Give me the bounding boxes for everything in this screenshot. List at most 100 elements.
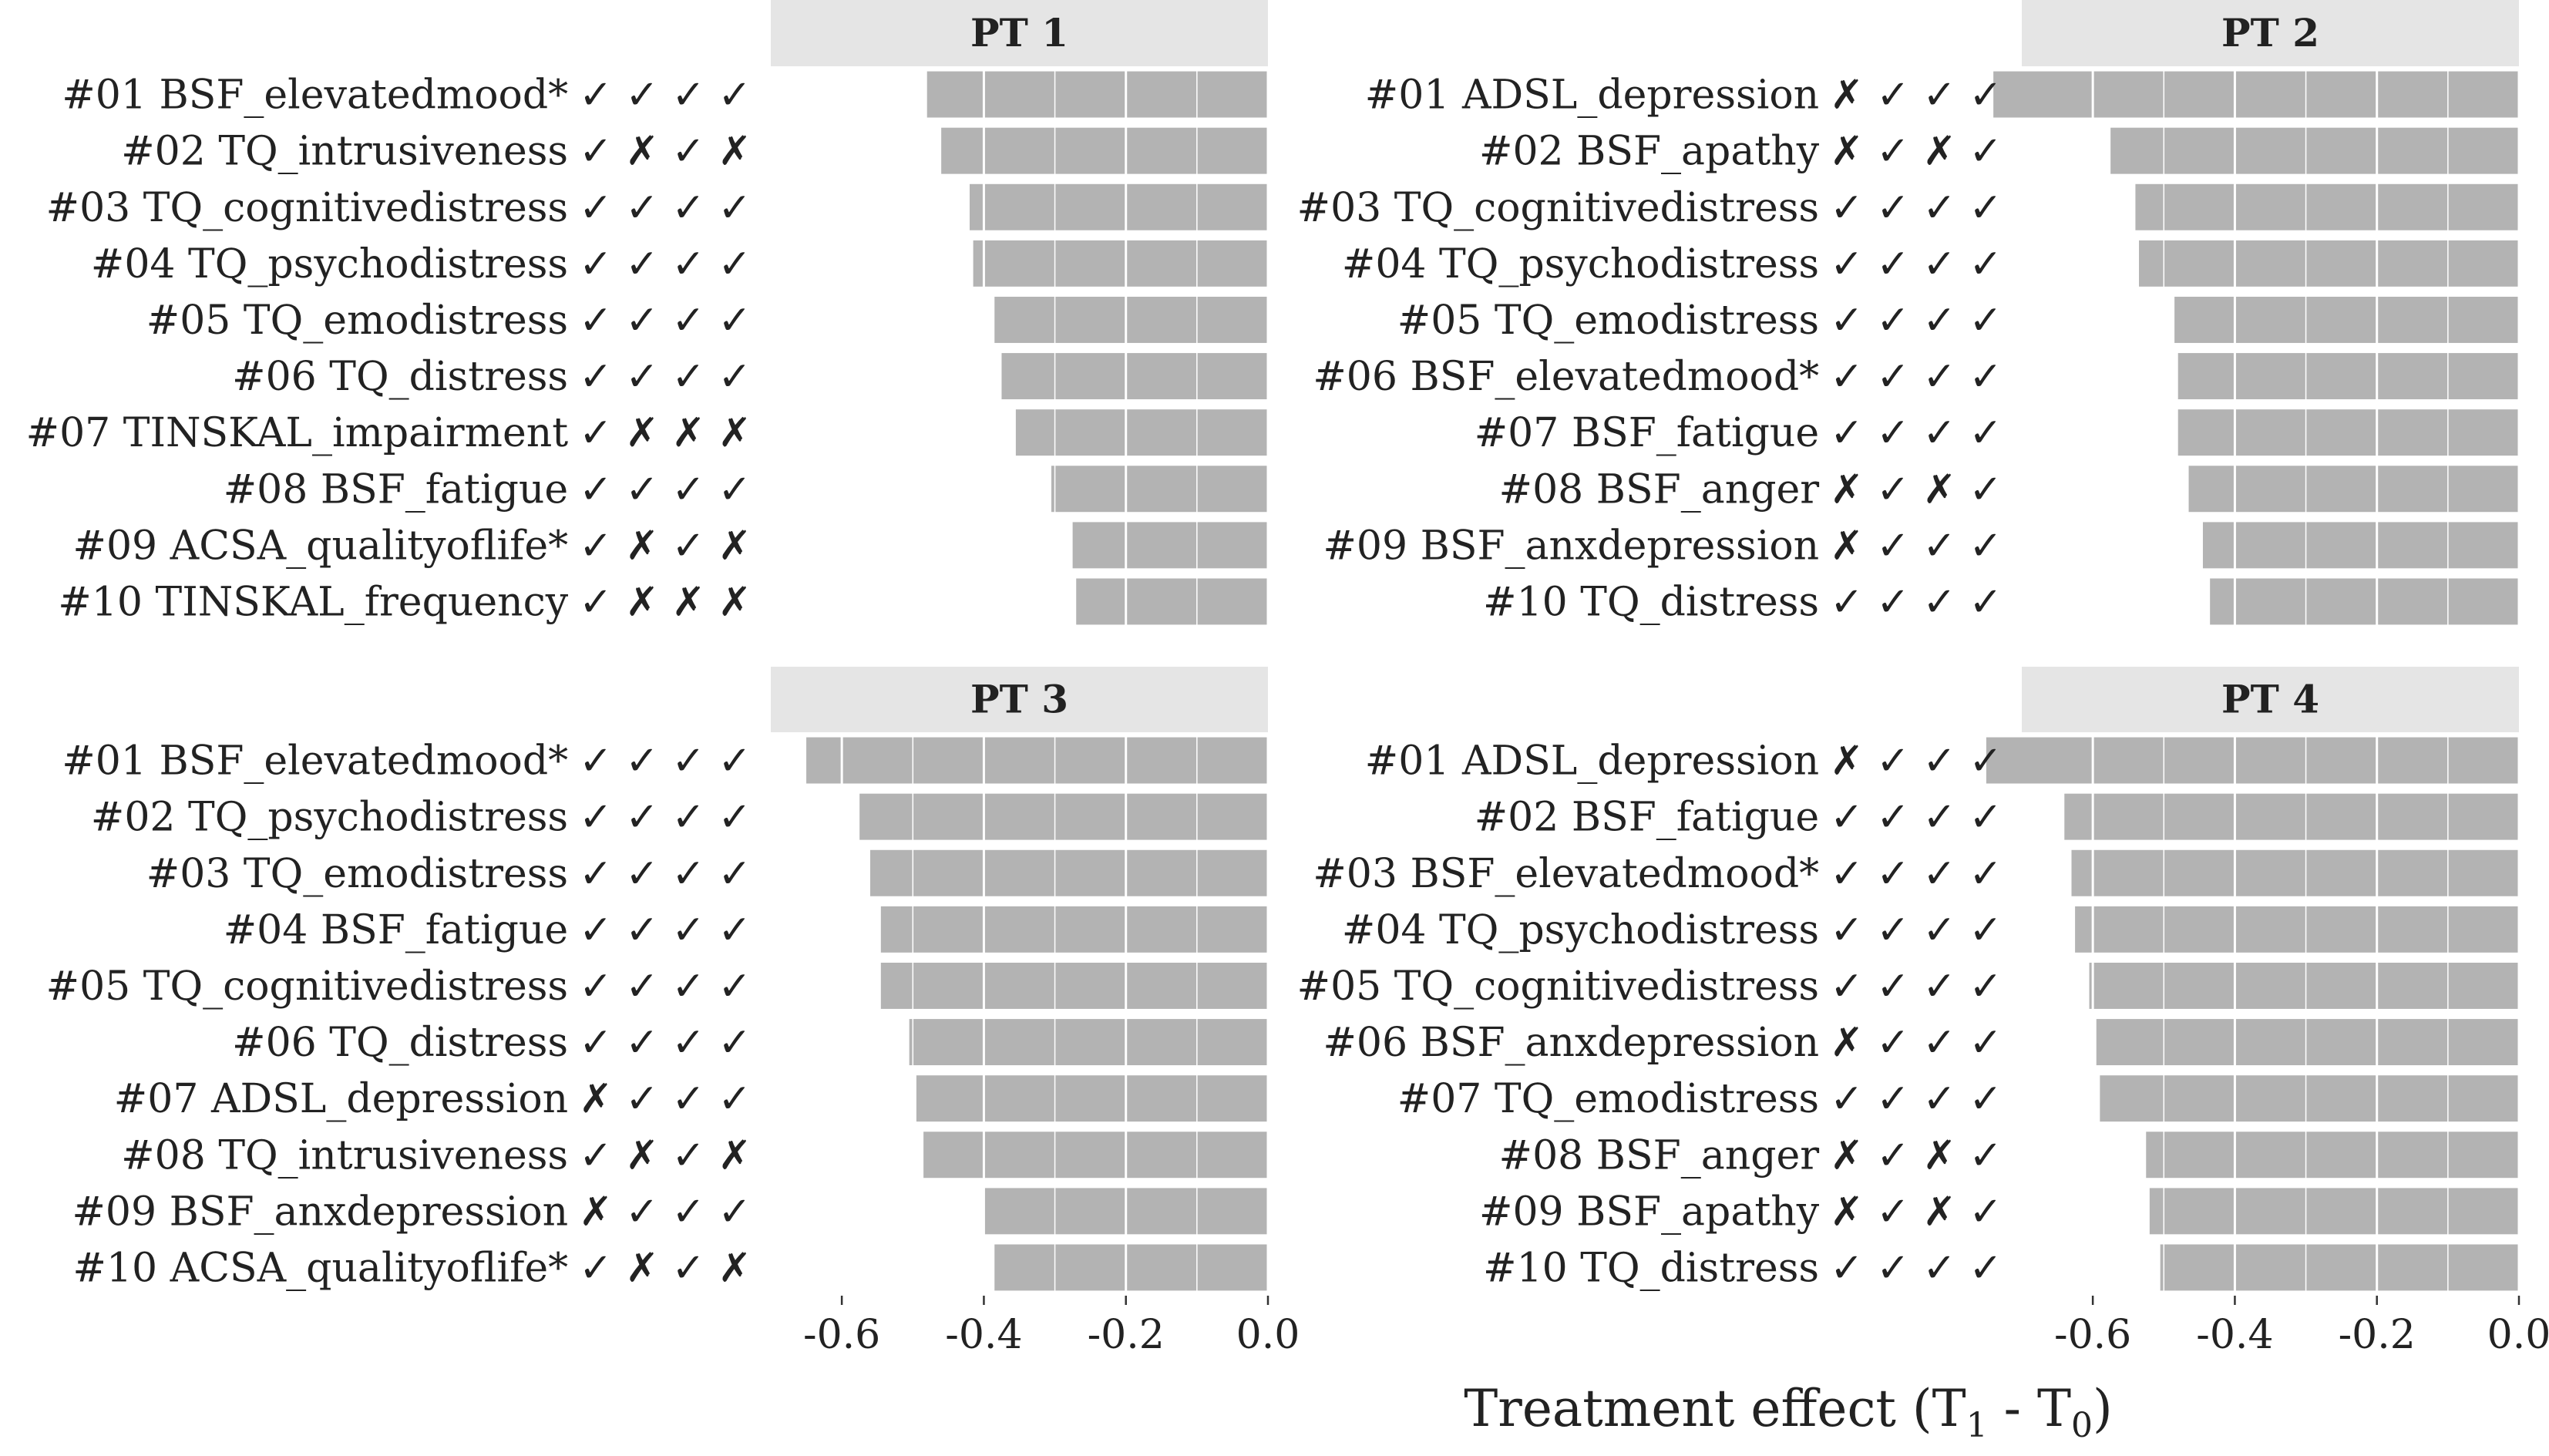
check-marks: ✓ ✓ ✓ ✓ <box>1830 410 2003 456</box>
row-label: #04 TQ_psychodistress ✓ ✓ ✓ ✓ <box>91 241 752 288</box>
bar <box>1986 737 2519 784</box>
variable-name: #08 BSF_anger <box>1499 466 1820 513</box>
row-label: #04 TQ_psychodistress ✓ ✓ ✓ ✓ <box>1342 907 2003 953</box>
check-marks: ✓ ✓ ✓ ✓ <box>1830 851 2003 897</box>
bar <box>2110 127 2519 174</box>
row-label: #02 BSF_fatigue ✓ ✓ ✓ ✓ <box>1475 795 2003 841</box>
bar <box>2075 906 2519 953</box>
row-label: #01 ADSL_depression ✗ ✓ ✓ ✓ <box>1365 72 2003 119</box>
bar <box>1001 353 1268 400</box>
bar <box>806 737 1268 784</box>
check-marks: ✓ ✓ ✓ ✓ <box>579 466 752 513</box>
variable-name: #08 BSF_fatigue <box>224 466 569 513</box>
check-marks: ✓ ✗ ✗ ✗ <box>579 410 752 456</box>
check-marks: ✗ ✓ ✗ ✓ <box>1830 1189 2003 1235</box>
row-label: #06 TQ_distress ✓ ✓ ✓ ✓ <box>232 1020 752 1066</box>
check-marks: ✓ ✓ ✓ ✓ <box>579 795 752 841</box>
bar <box>1015 409 1268 456</box>
check-marks: ✓ ✓ ✓ ✓ <box>1830 907 2003 953</box>
row-label: #06 TQ_distress ✓ ✓ ✓ ✓ <box>232 354 752 400</box>
row-label: #09 BSF_apathy ✗ ✓ ✗ ✓ <box>1479 1189 2003 1235</box>
check-marks: ✓ ✓ ✓ ✓ <box>579 851 752 897</box>
bar <box>2149 1188 2519 1235</box>
row-label: #04 TQ_psychodistress ✓ ✓ ✓ ✓ <box>1342 241 2003 288</box>
bar <box>2202 522 2519 569</box>
variable-name: #10 ACSA_qualityoflife* <box>72 1245 568 1291</box>
panel-strip <box>771 667 1268 732</box>
variable-name: #09 BSF_apathy <box>1479 1189 1820 1235</box>
row-label: #08 TQ_intrusiveness ✓ ✗ ✓ ✗ <box>121 1132 752 1179</box>
bar <box>2177 409 2519 456</box>
bar <box>994 296 1268 343</box>
check-marks: ✓ ✗ ✓ ✗ <box>579 523 752 569</box>
row-label: #03 TQ_cognitivedistress ✓ ✓ ✓ ✓ <box>1297 185 2003 231</box>
variable-name: #06 BSF_anxdepression <box>1323 1020 1819 1066</box>
row-label: #01 BSF_elevatedmood* ✓ ✓ ✓ ✓ <box>62 738 752 785</box>
check-marks: ✗ ✓ ✗ ✓ <box>1830 1132 2003 1179</box>
check-marks: ✓ ✓ ✓ ✓ <box>579 738 752 785</box>
check-marks: ✓ ✗ ✗ ✗ <box>579 579 752 625</box>
check-marks: ✓ ✓ ✓ ✓ <box>579 907 752 953</box>
row-label: #05 TQ_emodistress ✓ ✓ ✓ ✓ <box>1397 298 2003 344</box>
variable-name: #05 TQ_cognitivedistress <box>46 963 569 1010</box>
row-label: #01 ADSL_depression ✗ ✓ ✓ ✓ <box>1365 738 2003 785</box>
x-tick-label: 0.0 <box>2487 1312 2549 1358</box>
variable-name: #04 TQ_psychodistress <box>91 241 568 288</box>
variable-name: #02 BSF_fatigue <box>1475 795 1820 841</box>
variable-name: #05 TQ_emodistress <box>146 298 568 344</box>
variable-name: #04 TQ_psychodistress <box>1342 241 1819 288</box>
bar <box>909 1019 1268 1066</box>
x-tick-label: -0.2 <box>2339 1312 2416 1358</box>
variable-name: #04 TQ_psychodistress <box>1342 907 1819 953</box>
check-marks: ✓ ✓ ✓ ✓ <box>1830 298 2003 344</box>
row-label: #07 TQ_emodistress ✓ ✓ ✓ ✓ <box>1397 1076 2003 1122</box>
bar <box>2064 793 2519 840</box>
row-label: #09 BSF_anxdepression ✗ ✓ ✓ ✓ <box>1323 523 2003 569</box>
bar <box>859 793 1268 840</box>
row-label: #08 BSF_anger ✗ ✓ ✗ ✓ <box>1499 466 2003 513</box>
bar <box>880 906 1268 953</box>
variable-name: #06 BSF_elevatedmood* <box>1313 354 1819 400</box>
bar <box>2071 849 2519 896</box>
bar <box>2139 240 2519 287</box>
panel-title: PT 3 <box>970 677 1068 722</box>
check-marks: ✓ ✓ ✓ ✓ <box>1830 1245 2003 1291</box>
row-label: #07 BSF_fatigue ✓ ✓ ✓ ✓ <box>1475 410 2003 456</box>
row-label: #05 TQ_emodistress ✓ ✓ ✓ ✓ <box>146 298 752 344</box>
check-marks: ✗ ✓ ✗ ✓ <box>1830 129 2003 175</box>
bar <box>880 962 1268 1009</box>
row-label: #09 BSF_anxdepression ✗ ✓ ✓ ✓ <box>72 1189 752 1235</box>
check-marks: ✗ ✓ ✓ ✓ <box>1830 1020 2003 1066</box>
row-label: #07 ADSL_depression ✗ ✓ ✓ ✓ <box>114 1076 752 1122</box>
check-marks: ✗ ✓ ✓ ✓ <box>1830 72 2003 119</box>
bar <box>923 1132 1268 1179</box>
variable-name: #03 BSF_elevatedmood* <box>1313 851 1819 897</box>
check-marks: ✓ ✓ ✓ ✓ <box>1830 185 2003 231</box>
variable-name: #06 TQ_distress <box>232 1020 568 1066</box>
check-marks: ✓ ✓ ✓ ✓ <box>1830 795 2003 841</box>
row-label: #06 BSF_anxdepression ✗ ✓ ✓ ✓ <box>1323 1020 2003 1066</box>
variable-name: #07 TINSKAL_impairment <box>26 410 569 456</box>
panel-title: PT 2 <box>2221 10 2319 55</box>
bar <box>1072 522 1268 569</box>
row-label: #10 TQ_distress ✓ ✓ ✓ ✓ <box>1483 579 2003 625</box>
bar <box>1076 578 1268 625</box>
row-label: #05 TQ_cognitivedistress ✓ ✓ ✓ ✓ <box>46 963 752 1010</box>
bar <box>2177 353 2519 400</box>
check-marks: ✗ ✓ ✓ ✓ <box>579 1189 752 1235</box>
variable-name: #10 TQ_distress <box>1483 579 1819 625</box>
row-label: #08 BSF_anger ✗ ✓ ✗ ✓ <box>1499 1132 2003 1179</box>
check-marks: ✗ ✓ ✓ ✓ <box>1830 738 2003 785</box>
check-marks: ✓ ✓ ✓ ✓ <box>1830 241 2003 288</box>
check-marks: ✓ ✓ ✓ ✓ <box>1830 1076 2003 1122</box>
variable-name: #10 TINSKAL_frequency <box>58 579 568 625</box>
variable-name: #03 TQ_cognitivedistress <box>1297 185 1820 231</box>
variable-name: #10 TQ_distress <box>1483 1245 1819 1291</box>
check-marks: ✓ ✓ ✓ ✓ <box>1830 963 2003 1010</box>
variable-name: #02 TQ_psychodistress <box>91 795 568 841</box>
x-axis-title-close: ) <box>2093 1379 2113 1438</box>
variable-name: #02 BSF_apathy <box>1479 129 1820 175</box>
variable-name: #01 BSF_elevatedmood* <box>62 738 568 785</box>
check-marks: ✗ ✓ ✓ ✓ <box>579 1076 752 1122</box>
